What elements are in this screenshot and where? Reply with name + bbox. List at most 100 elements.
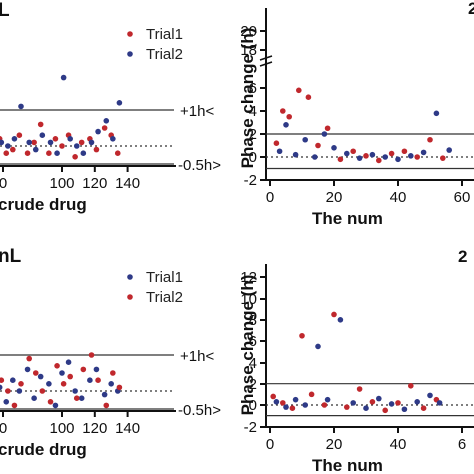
bottom-left-ref-label-minus05: -0.5h> [178, 402, 221, 419]
top-right-point-trial1-7 [337, 156, 344, 163]
top-left-point-trial2-4 [26, 139, 32, 146]
bottom-right-point-trial2-13 [427, 392, 433, 399]
top-right-x-tick-60: 60 [454, 189, 471, 206]
bottom-right-point-trial2-9 [376, 395, 382, 402]
top-right-y-tick-4: 4 [249, 103, 257, 120]
bottom-right-point-trial1-13 [420, 405, 427, 411]
bottom-left-title-fragment: nL [0, 246, 22, 267]
bottom-left-x-tick-0: 0 [0, 420, 7, 437]
top-right-point-trial1-13 [414, 154, 421, 160]
top-left-legend-label-trial1: Trial1 [146, 26, 183, 43]
top-right-point-trial2-4 [312, 154, 318, 160]
bottom-left-point-trial1-10 [65, 359, 72, 366]
top-right-y-label: Phase change (h) [238, 28, 257, 169]
bottom-left-point-trial2-17 [116, 384, 123, 391]
top-left-x-tick-0: 0 [0, 175, 7, 192]
top-left-point-trial1-15 [101, 125, 108, 131]
bottom-left-point-trial1-9 [59, 370, 65, 376]
top-left-ref-label-minus05: -0.5h> [178, 157, 221, 174]
bottom-right-x-label: The num [312, 456, 383, 474]
top-right-point-trial1-12 [401, 148, 408, 155]
bottom-right-point-trial2-1 [283, 404, 289, 410]
bottom-right-y-tick-0: 0 [249, 397, 257, 414]
top-right-point-trial2-15 [446, 147, 453, 153]
top-left-point-trial1-9 [59, 143, 65, 149]
top-left-x-label: crude drug [0, 195, 87, 214]
bottom-right-point-trial2-3 [302, 402, 309, 408]
bottom-right-point-trial1-9 [369, 399, 376, 405]
top-right-point-trial1-6 [324, 125, 331, 132]
bottom-left-point-trial1-5 [31, 395, 37, 402]
bottom-right-point-trial1-0 [270, 393, 277, 400]
bottom-right-y-tick-10: 10 [240, 291, 257, 308]
top-right-point-trial1-9 [363, 153, 369, 159]
bottom-right-panel-label: 2 [458, 247, 467, 266]
top-left-point-trial2-14 [95, 128, 101, 135]
top-right-x-label: The num [312, 209, 383, 228]
top-left-point-trial2-13 [88, 139, 95, 146]
bottom-right-y-tick-4: 4 [249, 355, 257, 372]
bottom-right-point-trial2-6 [337, 317, 344, 323]
bottom-left-point-trial2-7 [47, 399, 54, 405]
bottom-left-point-trial1-15 [101, 391, 108, 398]
top-right-x-tick-0: 0 [266, 189, 274, 206]
top-right-point-trial2-1 [283, 122, 289, 128]
top-right-point-trial2-5 [321, 131, 328, 137]
bottom-left-point-trial1-2 [10, 377, 16, 384]
bottom-left-point-trial1-14 [93, 366, 100, 373]
bottom-left-point-trial2-3 [18, 381, 24, 387]
top-left-point-trial2-10 [67, 136, 73, 142]
bottom-left-point-trial2-6 [39, 388, 46, 394]
top-right-axis-break-lower [259, 55, 273, 61]
bottom-right-y-tick--2: -2 [244, 419, 257, 436]
bottom-left-point-trial2-14 [95, 377, 101, 384]
top-left-point-trial1-14 [93, 146, 100, 153]
bottom-left-point-trial2-13 [88, 352, 95, 358]
top-right-point-trial1-0 [273, 140, 280, 146]
bottom-right-point-trial1-1 [280, 400, 286, 406]
top-right-y-tick--2: -2 [244, 172, 257, 189]
top-left-point-trial1-2 [10, 146, 16, 153]
top-right-point-trial2-12 [408, 153, 414, 159]
bottom-left-x-label: crude drug [0, 440, 87, 459]
bottom-right-x-tick-6: 6 [458, 436, 466, 453]
top-right-y-tick-6: 6 [249, 80, 257, 97]
bottom-left-point-trial1-7 [46, 381, 52, 387]
bottom-left-legend-marker-trial1 [127, 274, 133, 280]
top-left-point-trial1-4 [24, 150, 31, 156]
bottom-left-point-trial2-12 [80, 366, 87, 373]
top-left-point-trial1-6 [37, 121, 44, 128]
bottom-left-point-trial2-1 [5, 388, 11, 394]
bottom-right-y-tick-8: 8 [249, 312, 257, 329]
top-left-point-trial2-2 [11, 136, 18, 142]
bottom-left-point-trial2-9 [60, 381, 67, 387]
top-left-point-trial1-17 [114, 150, 121, 156]
bottom-right-y-tick-2: 2 [249, 376, 257, 393]
top-right-point-trial2-13 [420, 149, 427, 156]
bottom-left-x-tick-120: 120 [82, 420, 107, 437]
top-right-point-trial1-15 [440, 155, 446, 161]
top-left-point-trial2-8 [54, 150, 60, 156]
top-right-y-tick-18: 18 [240, 42, 257, 59]
top-left-point-trial2-16 [110, 136, 116, 142]
bottom-left-point-trial1-13 [87, 377, 93, 384]
bottom-right-y-tick-6: 6 [249, 333, 257, 350]
bottom-right-point-trial2-5 [324, 396, 331, 403]
bottom-right-y-label: Phase change (h) [238, 275, 257, 416]
bottom-left-point-trial1-16 [108, 381, 114, 387]
top-left-point-trial2-11 [73, 143, 80, 149]
top-right-point-trial2-2 [292, 151, 299, 158]
bottom-left-point-trial1-8 [52, 402, 59, 409]
bottom-left-legend-marker-trial2 [127, 294, 133, 300]
bottom-right-point-trial2-10 [388, 401, 395, 407]
top-left-ref-label-plus1: +1h< [180, 103, 214, 120]
bottom-right-x-tick-20: 20 [326, 436, 343, 453]
bottom-left-ref-label-plus1: +1h< [180, 348, 214, 365]
bottom-right-y-tick-12: 12 [240, 269, 257, 286]
top-right-point-trial2-6 [331, 145, 337, 151]
top-left-point-trial2-7 [47, 139, 54, 146]
bottom-right-point-trial1-11 [395, 400, 401, 406]
top-left-point-trial1-1 [3, 150, 10, 156]
top-right-point-trial2-7 [344, 150, 350, 157]
